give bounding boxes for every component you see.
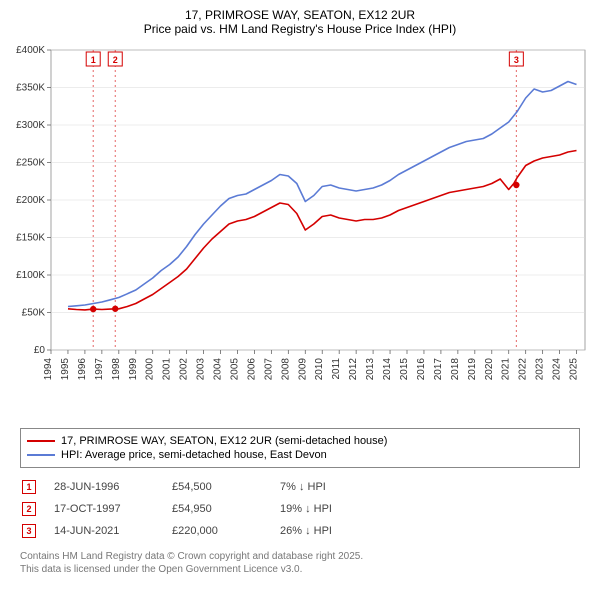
svg-text:2017: 2017 [433, 358, 444, 381]
svg-text:2023: 2023 [535, 358, 546, 381]
svg-text:1998: 1998 [111, 358, 122, 381]
svg-text:2008: 2008 [280, 358, 291, 381]
sale-pct: 26% ↓ HPI [280, 525, 360, 537]
sale-pct: 19% ↓ HPI [280, 503, 360, 515]
svg-text:2: 2 [113, 55, 118, 65]
svg-text:2019: 2019 [467, 358, 478, 381]
svg-text:£250K: £250K [16, 158, 45, 169]
chart: £0 £50K £100K £150K £200K £250K £300K £350K £400… [5, 42, 595, 422]
legend-label: HPI: Average price, semi-detached house,… [61, 449, 327, 461]
svg-text:2022: 2022 [518, 358, 529, 381]
sale-marker: 1 [22, 480, 36, 494]
sales-row: 1 28-JUN-1996 £54,500 7% ↓ HPI [20, 476, 580, 498]
svg-text:1: 1 [91, 55, 96, 65]
svg-text:2012: 2012 [348, 358, 359, 381]
legend-row: 17, PRIMROSE WAY, SEATON, EX12 2UR (semi… [27, 435, 573, 447]
svg-text:2016: 2016 [416, 358, 427, 381]
svg-text:1996: 1996 [77, 358, 88, 381]
svg-text:2014: 2014 [382, 358, 393, 381]
sale-price: £54,500 [172, 481, 262, 493]
page: 17, PRIMROSE WAY, SEATON, EX12 2UR Price… [0, 0, 600, 590]
svg-text:£150K: £150K [16, 233, 45, 244]
sale-marker: 2 [22, 502, 36, 516]
footer-line1: Contains HM Land Registry data © Crown c… [20, 550, 580, 563]
title-line1: 17, PRIMROSE WAY, SEATON, EX12 2UR [4, 8, 596, 22]
svg-text:2000: 2000 [145, 358, 156, 381]
legend: 17, PRIMROSE WAY, SEATON, EX12 2UR (semi… [20, 428, 580, 468]
svg-text:2025: 2025 [569, 358, 580, 381]
sale-pct: 7% ↓ HPI [280, 481, 360, 493]
svg-text:£0: £0 [34, 345, 46, 356]
svg-text:2001: 2001 [162, 358, 173, 381]
svg-text:2013: 2013 [365, 358, 376, 381]
svg-text:1997: 1997 [94, 358, 105, 381]
svg-text:2020: 2020 [484, 358, 495, 381]
svg-text:1999: 1999 [128, 358, 139, 381]
svg-text:2007: 2007 [263, 358, 274, 381]
svg-text:2003: 2003 [196, 358, 207, 381]
title-line2: Price paid vs. HM Land Registry's House … [4, 22, 596, 36]
sale-date: 17-OCT-1997 [54, 503, 154, 515]
svg-text:3: 3 [514, 55, 519, 65]
sales-table: 1 28-JUN-1996 £54,500 7% ↓ HPI 2 17-OCT-1997 £… [20, 476, 580, 542]
sale-marker: 3 [22, 524, 36, 538]
svg-text:£200K: £200K [16, 195, 45, 206]
svg-text:2018: 2018 [450, 358, 461, 381]
legend-label: 17, PRIMROSE WAY, SEATON, EX12 2UR (semi… [61, 435, 387, 447]
svg-text:1995: 1995 [60, 358, 71, 381]
chart-svg: £0 £50K £100K £150K £200K £250K £300K £350K £400… [5, 42, 595, 422]
svg-text:2009: 2009 [297, 358, 308, 381]
svg-text:£400K: £400K [16, 45, 45, 56]
svg-text:£100K: £100K [16, 270, 45, 281]
svg-text:2010: 2010 [314, 358, 325, 381]
legend-row: HPI: Average price, semi-detached house,… [27, 449, 573, 461]
svg-text:2006: 2006 [246, 358, 257, 381]
sale-date: 28-JUN-1996 [54, 481, 154, 493]
sales-row: 2 17-OCT-1997 £54,950 19% ↓ HPI [20, 498, 580, 520]
svg-text:2005: 2005 [229, 358, 240, 381]
svg-text:2011: 2011 [331, 358, 342, 380]
svg-text:2002: 2002 [179, 358, 190, 381]
svg-text:£50K: £50K [22, 308, 46, 319]
svg-text:2021: 2021 [501, 358, 512, 381]
svg-text:2004: 2004 [213, 358, 224, 381]
footer-line2: This data is licensed under the Open Gov… [20, 563, 580, 576]
legend-swatch [27, 440, 55, 442]
svg-text:2015: 2015 [399, 358, 410, 381]
title-block: 17, PRIMROSE WAY, SEATON, EX12 2UR Price… [4, 8, 596, 36]
footer: Contains HM Land Registry data © Crown c… [20, 550, 580, 576]
sale-price: £220,000 [172, 525, 262, 537]
svg-text:£350K: £350K [16, 83, 45, 94]
sale-price: £54,950 [172, 503, 262, 515]
legend-swatch [27, 454, 55, 456]
svg-text:£300K: £300K [16, 120, 45, 131]
svg-text:2024: 2024 [552, 358, 563, 381]
sales-row: 3 14-JUN-2021 £220,000 26% ↓ HPI [20, 520, 580, 542]
svg-text:1994: 1994 [43, 358, 54, 381]
sale-date: 14-JUN-2021 [54, 525, 154, 537]
